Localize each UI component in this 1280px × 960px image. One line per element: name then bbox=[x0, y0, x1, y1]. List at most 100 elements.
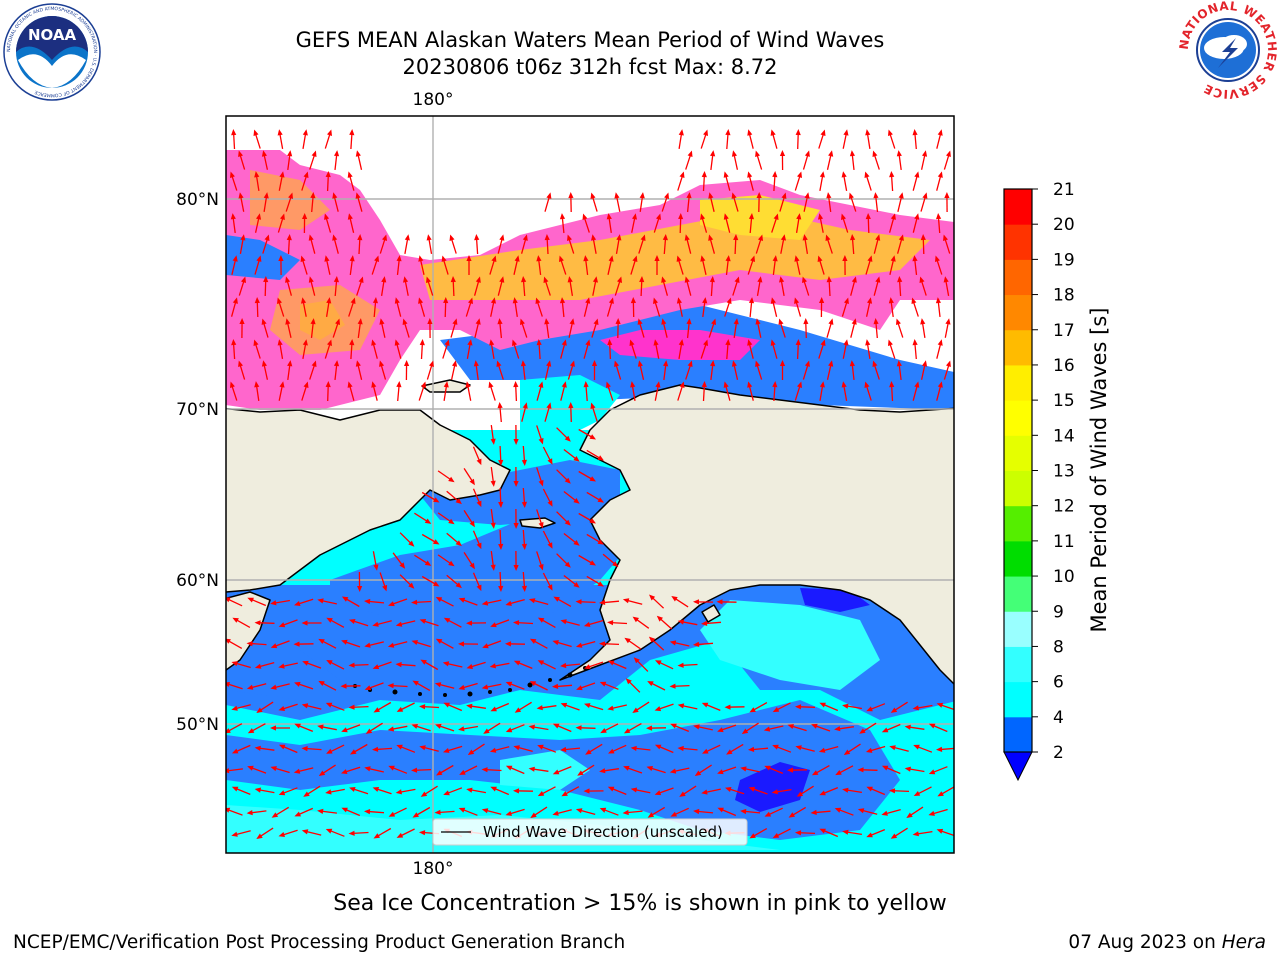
land-alaska bbox=[559, 384, 954, 686]
wind-wave-arrow bbox=[701, 620, 722, 626]
wind-wave-arrow bbox=[818, 213, 824, 233]
wind-wave-arrow bbox=[349, 129, 355, 150]
wind-wave-arrow bbox=[646, 725, 667, 731]
wind-wave-arrow bbox=[414, 512, 432, 524]
wind-wave-arrow bbox=[583, 381, 589, 402]
wind-wave-arrow bbox=[568, 192, 574, 213]
wind-wave-arrow bbox=[505, 681, 525, 690]
wind-wave-arrow bbox=[578, 470, 596, 482]
wind-wave-arrow bbox=[606, 297, 614, 317]
wind-wave-arrow bbox=[552, 723, 572, 733]
wind-wave-arrow bbox=[325, 381, 331, 402]
lat-label-80: 80°N bbox=[176, 190, 219, 210]
wind-wave-arrow bbox=[857, 767, 878, 773]
wind-wave-arrow bbox=[881, 765, 901, 775]
wind-wave-arrow bbox=[490, 702, 510, 712]
wind-wave-arrow bbox=[482, 640, 502, 649]
wind-wave-arrow bbox=[426, 234, 433, 255]
wind-wave-arrow bbox=[498, 445, 504, 466]
wind-wave-arrow bbox=[349, 339, 355, 360]
wind-wave-arrow bbox=[481, 683, 502, 690]
wind-wave-arrow bbox=[560, 619, 580, 626]
wind-wave-arrow bbox=[615, 234, 622, 255]
wind-wave-arrow bbox=[293, 641, 314, 647]
wind-wave-arrow bbox=[542, 572, 553, 591]
wind-wave-arrow bbox=[414, 554, 432, 566]
wind-wave-arrow bbox=[936, 339, 943, 359]
wind-wave-arrow bbox=[226, 597, 243, 607]
wind-wave-arrow bbox=[394, 339, 402, 359]
wind-wave-arrow bbox=[943, 276, 950, 297]
wind-wave-arrow bbox=[723, 381, 731, 401]
wind-wave-arrow bbox=[849, 360, 855, 380]
wind-wave-arrow bbox=[669, 683, 690, 689]
wind-wave-arrow bbox=[586, 533, 604, 545]
wind-wave-arrow bbox=[472, 572, 482, 592]
wind-wave-arrow bbox=[498, 487, 504, 508]
wind-wave-arrow bbox=[661, 276, 669, 296]
ocean-wave-period-field bbox=[226, 275, 954, 853]
wind-wave-arrow bbox=[834, 807, 854, 816]
wind-wave-arrow bbox=[575, 640, 596, 648]
wind-wave-arrow bbox=[866, 786, 886, 796]
wind-wave-arrow bbox=[446, 490, 462, 505]
wind-wave-arrow bbox=[325, 788, 345, 795]
wind-wave-arrow bbox=[731, 360, 739, 380]
wind-wave-arrow bbox=[379, 572, 388, 592]
wind-wave-arrow bbox=[412, 806, 431, 818]
wind-wave-arrow bbox=[364, 766, 384, 773]
wind-wave-arrow bbox=[633, 657, 649, 672]
wind-wave-arrow bbox=[873, 276, 881, 296]
wind-wave-arrow bbox=[356, 276, 364, 296]
wind-wave-arrow bbox=[350, 743, 368, 755]
wind-wave-arrow bbox=[803, 192, 810, 212]
wind-wave-arrow bbox=[437, 512, 455, 525]
wind-wave-arrow bbox=[357, 571, 363, 592]
wind-wave-arrow bbox=[302, 213, 308, 234]
wind-wave-arrow bbox=[544, 192, 552, 212]
wind-wave-arrow bbox=[230, 171, 238, 191]
wind-wave-arrow bbox=[310, 318, 316, 338]
footer-machine: Hera bbox=[1221, 932, 1266, 953]
wind-wave-arrow bbox=[700, 129, 708, 149]
wind-wave-arrow bbox=[936, 129, 943, 149]
wind-wave-arrow bbox=[262, 234, 270, 254]
wind-wave-arrow bbox=[293, 767, 314, 774]
wind-wave-arrow bbox=[309, 150, 317, 170]
lat-label-70: 70°N bbox=[176, 400, 219, 420]
wind-wave-arrow bbox=[590, 402, 598, 422]
wind-wave-arrow bbox=[513, 745, 533, 753]
wind-wave-arrow bbox=[301, 171, 309, 191]
wind-wave-arrow bbox=[285, 318, 292, 338]
wind-wave-arrow bbox=[850, 234, 856, 255]
wind-wave-arrow bbox=[513, 255, 520, 275]
wind-wave-arrow bbox=[936, 171, 943, 191]
wind-wave-arrow bbox=[842, 787, 863, 794]
wind-wave-arrow bbox=[677, 745, 698, 752]
wind-wave-arrow bbox=[419, 704, 440, 710]
wind-wave-arrow bbox=[794, 171, 802, 191]
wind-wave-arrow bbox=[254, 171, 260, 192]
wind-wave-arrow bbox=[928, 808, 948, 816]
wind-wave-arrow bbox=[341, 596, 360, 608]
wind-wave-arrow bbox=[662, 234, 668, 255]
wind-wave-arrow bbox=[677, 662, 698, 668]
wind-wave-arrow bbox=[301, 746, 322, 752]
wind-wave-arrow bbox=[693, 641, 714, 647]
wind-wave-arrow bbox=[396, 255, 402, 275]
wind-wave-arrow bbox=[912, 171, 920, 191]
wind-wave-arrow bbox=[458, 807, 478, 816]
wind-wave-arrow bbox=[724, 704, 745, 710]
wind-wave-arrow bbox=[661, 192, 669, 212]
wind-wave-arrow bbox=[497, 402, 503, 423]
wind-wave-arrow bbox=[238, 192, 245, 212]
wind-wave-arrow bbox=[528, 598, 549, 606]
wind-wave-arrow bbox=[563, 574, 580, 588]
wind-wave-arrow bbox=[563, 490, 580, 504]
wind-wave-arrow bbox=[372, 746, 393, 752]
title-line-1: GEFS MEAN Alaskan Waters Mean Period of … bbox=[295, 28, 885, 52]
wind-wave-arrows bbox=[226, 129, 954, 839]
wind-wave-arrow bbox=[325, 702, 345, 711]
wind-wave-arrow bbox=[865, 745, 886, 753]
wind-wave-arrow bbox=[710, 360, 716, 380]
